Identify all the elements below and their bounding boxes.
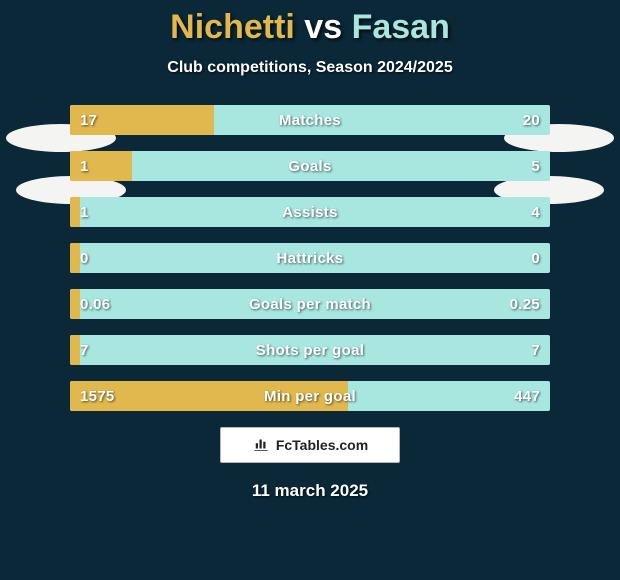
bar-value-right: 4	[531, 197, 540, 227]
bar-row: 0.06Goals per match0.25	[70, 289, 550, 319]
source-badge: FcTables.com	[220, 427, 400, 463]
bar-row: 1Goals5	[70, 151, 550, 181]
bar-value-right: 447	[514, 381, 540, 411]
bar-label: Goals	[70, 151, 550, 181]
bar-value-right: 0.25	[510, 289, 540, 319]
bar-label: Matches	[70, 105, 550, 135]
bar-label: Assists	[70, 197, 550, 227]
title-left: Nichetti	[170, 8, 295, 46]
page-title: Nichetti vs Fasan	[0, 0, 620, 47]
bar-label: Hattricks	[70, 243, 550, 273]
bar-label: Shots per goal	[70, 335, 550, 365]
bar-label: Goals per match	[70, 289, 550, 319]
footer-date: 11 march 2025	[0, 481, 620, 501]
bars-icon	[252, 435, 270, 456]
bar-row: 1Assists4	[70, 197, 550, 227]
bar-row: 1575Min per goal447	[70, 381, 550, 411]
subtitle: Club competitions, Season 2024/2025	[0, 59, 620, 77]
source-badge-text: FcTables.com	[276, 437, 368, 453]
bar-value-right: 20	[523, 105, 540, 135]
comparison-bars: 17Matches20 1Goals5 1Assists4 0Hattricks0 0.…	[70, 105, 550, 411]
bar-row: 7Shots per goal7	[70, 335, 550, 365]
bar-label: Min per goal	[70, 381, 550, 411]
title-right: Fasan	[352, 8, 450, 46]
bar-value-right: 5	[531, 151, 540, 181]
title-vs: vs	[304, 8, 342, 46]
bar-value-right: 0	[531, 243, 540, 273]
bar-row: 0Hattricks0	[70, 243, 550, 273]
bar-value-right: 7	[531, 335, 540, 365]
bar-row: 17Matches20	[70, 105, 550, 135]
